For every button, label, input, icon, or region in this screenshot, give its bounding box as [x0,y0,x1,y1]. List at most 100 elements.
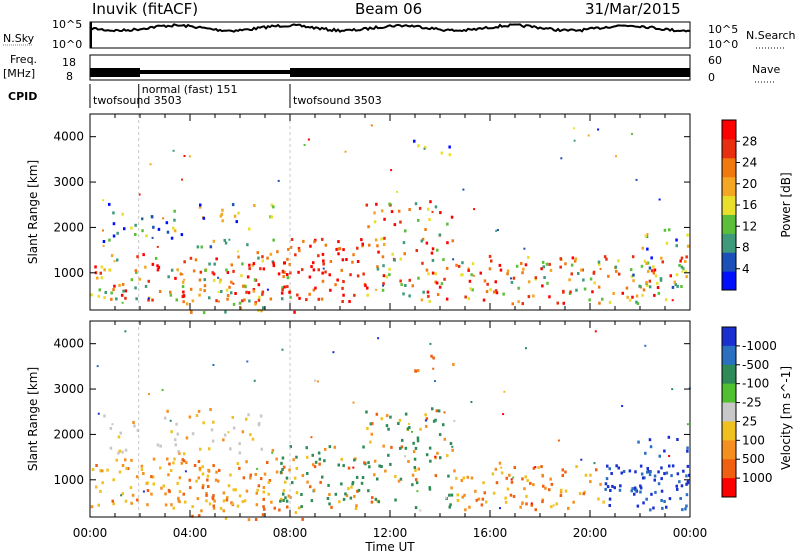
scatter-cell [601,297,604,301]
scatter-cell [190,310,193,314]
y-tick-label: 4000 [53,130,84,144]
scatter-cell [117,451,120,455]
scatter-cell [116,258,119,262]
scatter-cell [435,281,439,285]
scatter-cell [113,284,116,288]
scatter-cell [353,293,356,297]
scatter-cell [414,478,418,482]
scatter-cell [104,291,107,294]
scatter-cell [260,309,263,313]
scatter-cell [680,265,684,269]
noise-cell [149,163,152,166]
noise-cell [138,193,141,196]
scatter-cell [434,474,438,478]
scatter-cell [675,244,678,248]
scatter-cell [604,482,608,486]
scatter-cell [262,267,266,271]
scatter-cell [527,295,531,299]
scatter-cell [111,499,114,503]
scatter-cell [510,280,514,284]
scatter-cell [635,294,639,298]
scatter-cell [166,230,170,234]
scatter-cell [321,252,325,256]
scatter-cell [397,209,401,213]
noise-cell [534,466,537,469]
scatter-cell [167,473,170,477]
noise-cell [431,210,434,213]
scatter-cell [659,277,663,281]
scatter-cell [573,259,577,263]
scatter-cell [156,268,160,272]
scatter-cell [241,262,244,266]
scatter-cell [681,508,684,512]
scatter-cell [589,480,592,484]
scatter-cell [313,240,316,244]
noise-cell [473,208,476,211]
colorbar: 4 8 12 16 20 24 28 Power [dB] [721,119,793,291]
noise-cell [646,233,649,235]
scatter-cell [628,469,632,473]
scatter-cell [675,484,678,488]
scatter-cell [242,284,245,288]
scatter-cell [306,480,309,484]
scatter-cell [407,460,410,463]
scatter-cell [485,500,488,504]
scatter-cell [183,260,186,264]
scatter-cell [289,295,292,299]
scatter-cell [671,464,675,468]
scatter-cell [205,499,208,503]
scatter-cell [205,493,208,497]
scatter-cell [570,272,573,276]
scatter-cell [323,459,326,463]
scatter-cell [312,488,316,492]
scatter-cell [422,290,425,294]
noise-cell [102,199,105,202]
colorbar-frame [721,326,737,498]
scatter-cell [654,490,657,494]
scatter-cell [432,419,436,423]
scatter-cell [259,414,263,418]
noise-cell [445,497,448,499]
scatter-cell [208,447,211,451]
scatter-cell [367,461,370,465]
date-title: 31/Mar/2015 [585,0,681,18]
scatter-cell [610,472,613,475]
scatter-cell [337,240,340,244]
scatter-cell [335,247,338,251]
scatter-cell [548,488,551,492]
scatter-cell [225,498,229,502]
scatter-cell [464,508,467,512]
scatter-cell [527,280,531,284]
scatter-cell [420,298,424,302]
scatter-cell [232,269,235,273]
scatter-cell [656,286,660,289]
scatter-cell [108,268,111,272]
scatter-cell [685,504,688,508]
noise-cell [184,470,187,473]
scatter-cell [207,468,210,472]
scatter-cell [228,285,231,289]
scatter-cell [285,499,289,503]
scatter-cell [448,505,451,509]
scatter-cell [519,505,522,509]
scatter-cell [350,485,353,489]
scatter-cell [232,488,235,492]
scatter-cell [134,286,137,290]
noise-cell [266,288,269,291]
scatter-cell [630,274,634,278]
scatter-cell [214,478,218,482]
scatter-cell [646,467,649,470]
scatter-cell [663,449,666,453]
scatter-cell [181,458,184,462]
scatter-cell [103,296,106,300]
scatter-cell [223,433,227,437]
scatter-cell [685,482,688,486]
scatter-cell [589,473,592,477]
scatter-cell [562,289,565,293]
scatter-cell [322,259,325,263]
scatter-cell [257,283,261,287]
scatter-cell [154,256,158,260]
noise-cell [310,436,313,439]
scatter-cell [534,508,537,512]
scatter-cell [542,265,545,269]
